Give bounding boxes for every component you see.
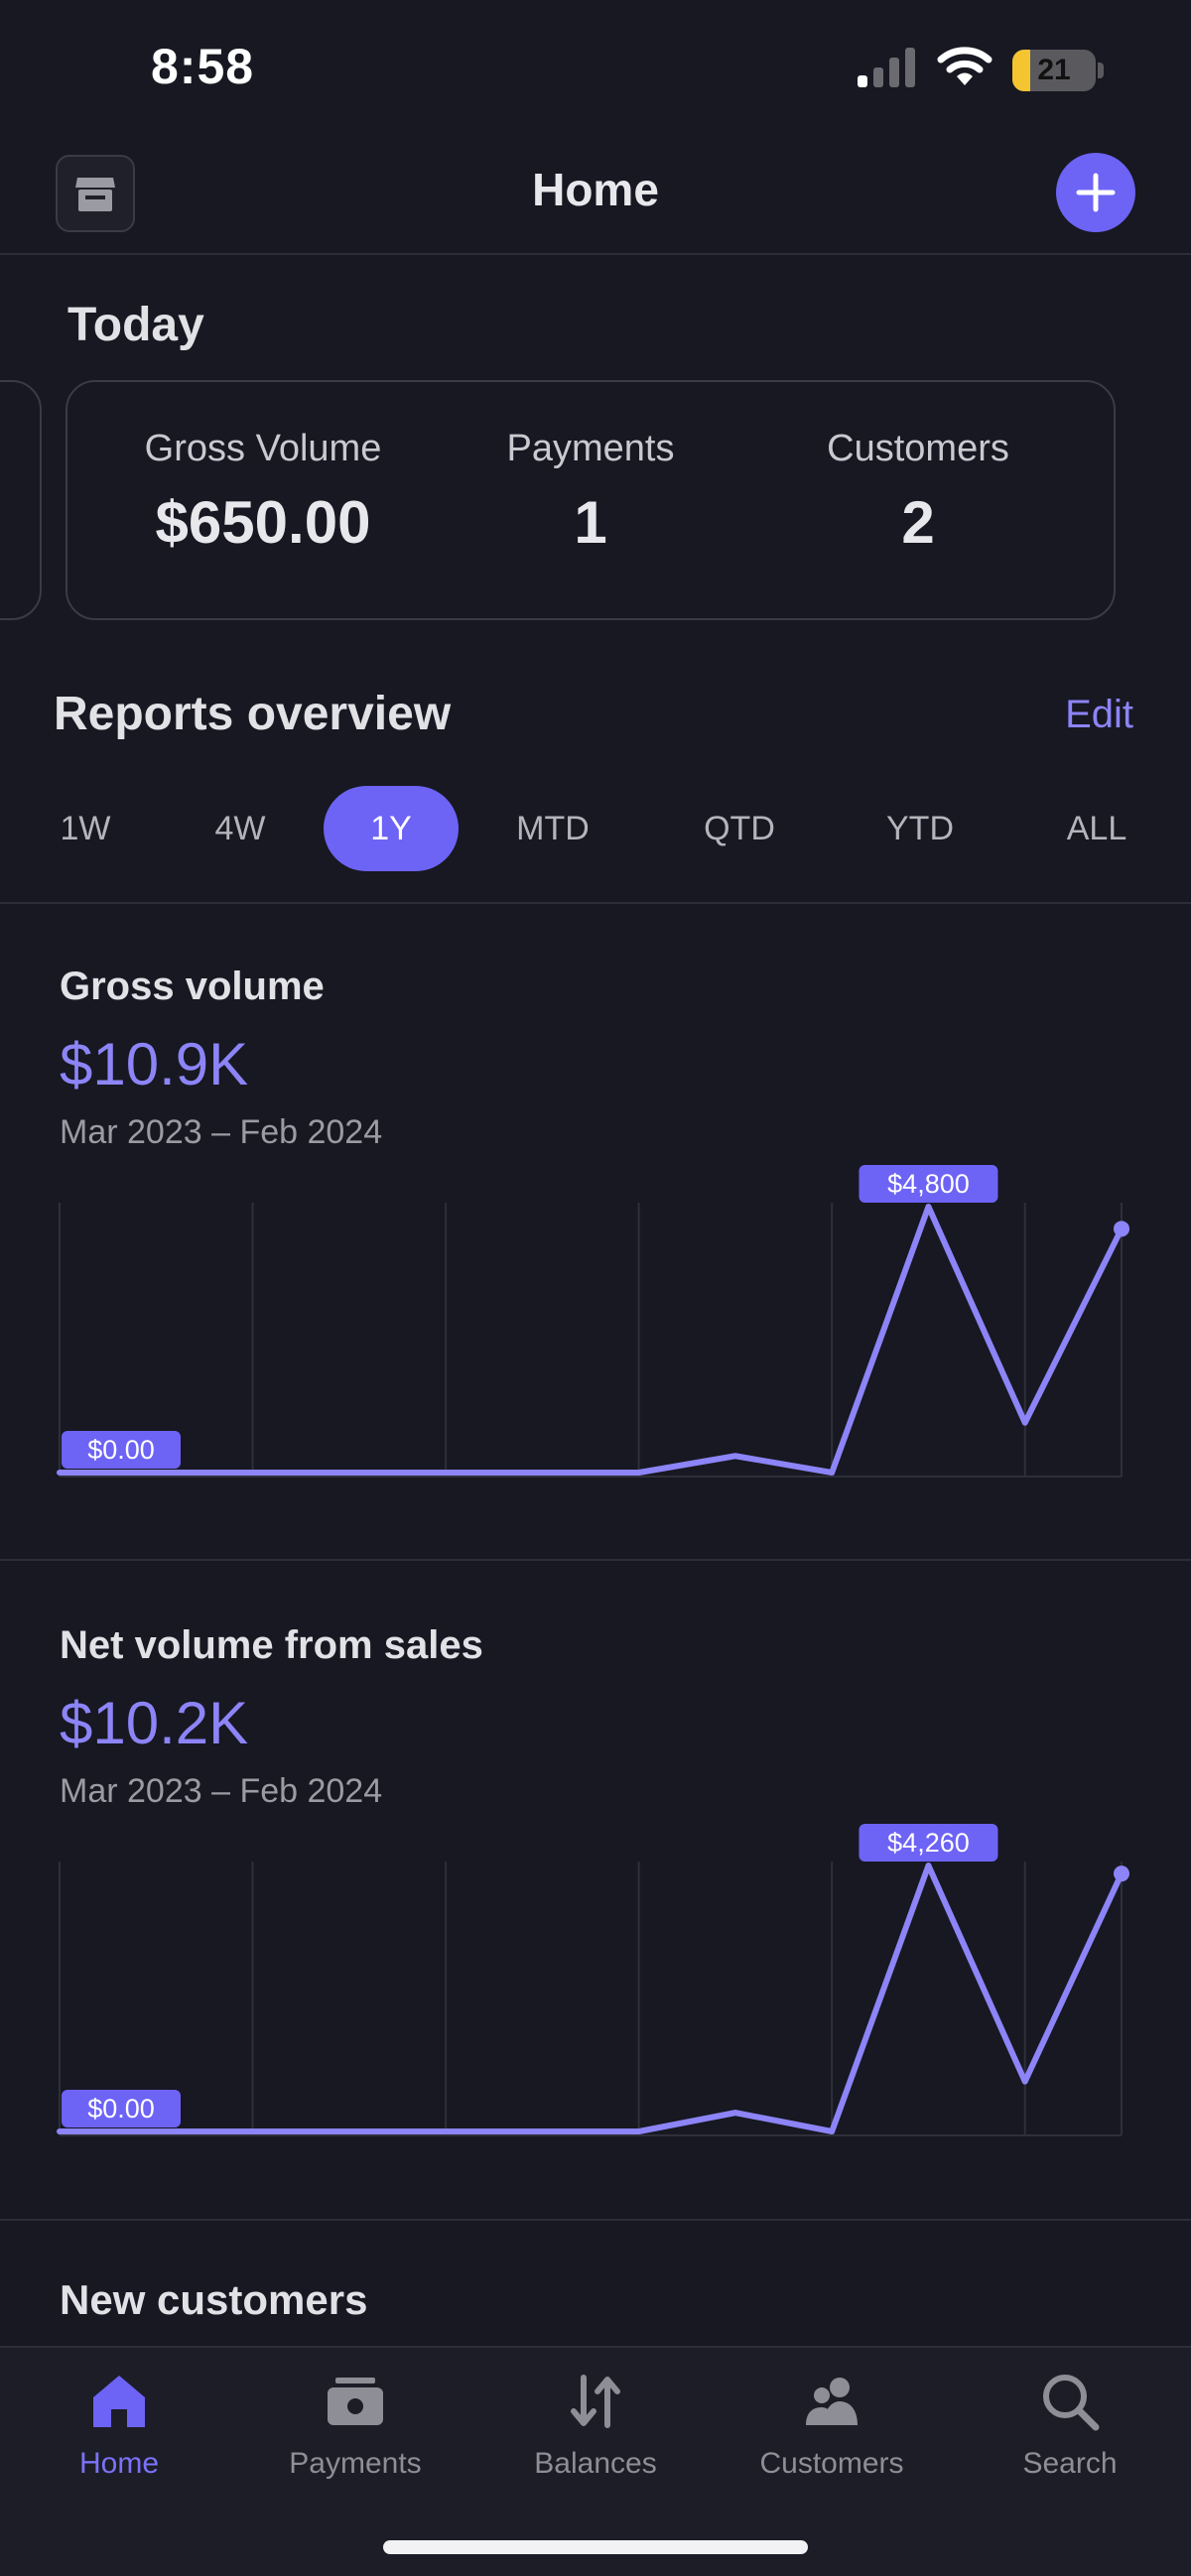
range-tab-ytd[interactable]: YTD	[886, 810, 954, 847]
section-divider	[0, 1559, 1191, 1561]
edit-reports-button[interactable]: Edit	[1065, 693, 1133, 736]
status-time: 8:58	[151, 39, 255, 94]
cellular-signal-icon	[858, 48, 915, 87]
header-divider	[0, 253, 1191, 255]
range-tabs: 1W 4W 1Y MTD QTD YTD ALL	[0, 786, 1191, 871]
min-value-label: $0.00	[62, 2090, 181, 2127]
section-divider	[0, 2219, 1191, 2221]
home-indicator	[383, 2540, 808, 2554]
range-tab-all[interactable]: ALL	[1066, 810, 1127, 847]
range-tab-qtd[interactable]: QTD	[704, 810, 775, 847]
gross-volume-chart: $4,800 $0.00	[57, 1165, 1129, 1478]
range-tab-4w[interactable]: 4W	[214, 810, 266, 847]
tab-label: Customers	[759, 2447, 904, 2480]
plus-icon	[1076, 173, 1116, 212]
today-summary-card[interactable]: Gross Volume $650.00 Payments 1 Customer…	[66, 380, 1116, 620]
customers-icon	[806, 2378, 858, 2425]
home-icon	[93, 2376, 145, 2427]
search-icon	[1043, 2375, 1100, 2431]
stat-value: 1	[574, 489, 607, 556]
reports-overview-title: Reports overview	[54, 688, 452, 740]
wifi-icon	[937, 47, 992, 85]
stat-value: $650.00	[155, 489, 371, 556]
gross-volume-card[interactable]: Gross volume $10.9K Mar 2023 – Feb 2024 …	[0, 965, 1191, 1520]
max-value-text: $4,260	[887, 1828, 970, 1858]
stat-label: Gross Volume	[144, 428, 382, 469]
stat-customers: Customers 2	[754, 428, 1082, 557]
range-tab-1w[interactable]: 1W	[60, 810, 111, 847]
new-customers-title: New customers	[60, 2276, 368, 2323]
chart-total: $10.2K	[60, 1690, 249, 1756]
stat-gross-volume: Gross Volume $650.00	[99, 428, 427, 557]
tabs-divider	[0, 902, 1191, 904]
last-point	[1114, 1866, 1129, 1882]
chart-title: Net volume from sales	[60, 1623, 483, 1667]
range-tab-1y[interactable]: 1Y	[324, 786, 459, 871]
store-button[interactable]	[56, 155, 135, 232]
previous-card[interactable]	[0, 380, 42, 620]
tab-label: Home	[78, 2447, 160, 2480]
tab-label: Search	[1022, 2447, 1118, 2480]
tab-search[interactable]: Search	[961, 2370, 1179, 2481]
tab-label: Balances	[534, 2447, 657, 2480]
tab-label: Payments	[289, 2447, 422, 2480]
payments-icon	[328, 2378, 383, 2425]
range-tab-mtd[interactable]: MTD	[516, 810, 590, 847]
balances-icon	[571, 2375, 620, 2428]
bottom-tab-bar: Home Payments Balances Customers Search	[0, 2346, 1191, 2576]
tab-customers[interactable]: Customers	[723, 2370, 941, 2481]
last-point	[1114, 1221, 1129, 1237]
stat-label: Customers	[827, 428, 1009, 469]
tab-home[interactable]: Home	[10, 2370, 228, 2481]
net-volume-card[interactable]: Net volume from sales $10.2K Mar 2023 – …	[0, 1623, 1191, 2179]
min-value-text: $0.00	[87, 1435, 155, 1465]
max-value-text: $4,800	[887, 1169, 970, 1199]
stat-payments: Payments 1	[427, 428, 754, 557]
battery-percent: 21	[1037, 54, 1071, 86]
net-volume-chart: $4,260 $0.00	[57, 1824, 1129, 2136]
today-title: Today	[67, 299, 204, 351]
page-title: Home	[532, 164, 659, 215]
stat-label: Payments	[506, 428, 675, 469]
battery-icon: 21	[1012, 50, 1104, 91]
max-value-label: $4,800	[859, 1165, 998, 1203]
chart-total: $10.9K	[60, 1031, 249, 1097]
series-line	[57, 1204, 1125, 1476]
add-button[interactable]	[1056, 153, 1135, 232]
status-bar: 8:58 21	[0, 0, 1191, 139]
chart-date-range: Mar 2023 – Feb 2024	[60, 1113, 383, 1151]
min-value-text: $0.00	[87, 2094, 155, 2124]
chart-title: Gross volume	[60, 965, 325, 1008]
tab-balances[interactable]: Balances	[486, 2370, 705, 2481]
min-value-label: $0.00	[62, 1431, 181, 1469]
chart-date-range: Mar 2023 – Feb 2024	[60, 1772, 383, 1810]
series-line	[57, 1863, 1125, 2134]
store-icon	[75, 178, 115, 211]
max-value-label: $4,260	[859, 1824, 998, 1862]
stat-value: 2	[901, 489, 935, 556]
tab-payments[interactable]: Payments	[246, 2370, 464, 2481]
